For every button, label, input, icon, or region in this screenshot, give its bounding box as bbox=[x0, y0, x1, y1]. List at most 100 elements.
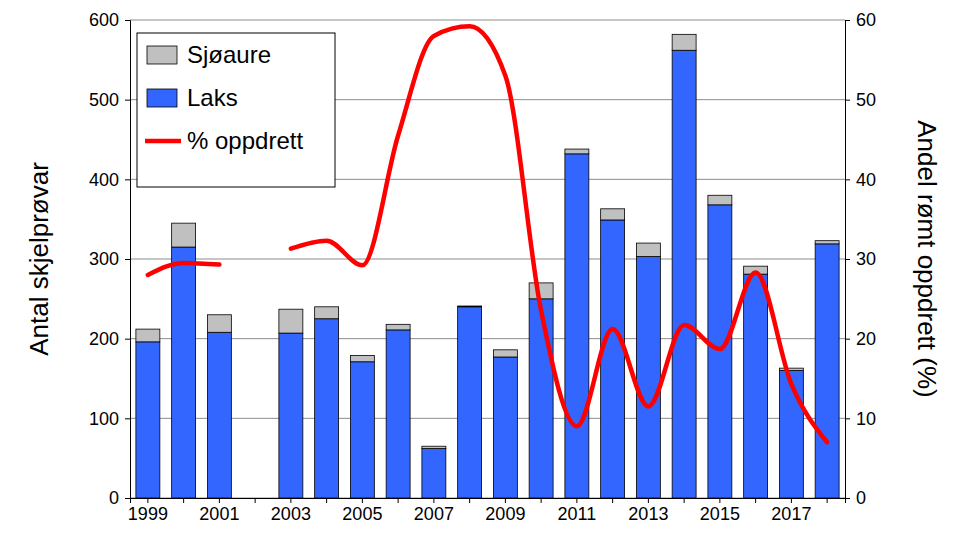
bar bbox=[493, 357, 517, 498]
bar bbox=[350, 362, 374, 498]
tick bbox=[183, 498, 184, 503]
bar bbox=[636, 243, 660, 257]
bar bbox=[136, 342, 160, 498]
tick: 2005 bbox=[342, 498, 382, 524]
tick-label: 300 bbox=[89, 249, 119, 269]
tick bbox=[755, 498, 756, 503]
tick-mark bbox=[719, 498, 720, 503]
plot-area bbox=[136, 26, 839, 498]
bar bbox=[207, 315, 231, 333]
bar bbox=[601, 209, 625, 220]
tick bbox=[326, 498, 327, 503]
grid-line bbox=[130, 338, 845, 339]
tick: 200 bbox=[89, 329, 130, 349]
tick-mark bbox=[362, 498, 363, 503]
tick: 2015 bbox=[700, 498, 740, 524]
tick-mark bbox=[219, 498, 220, 503]
tick-mark bbox=[125, 418, 130, 419]
tick-label: 2001 bbox=[199, 504, 239, 524]
tick-label: 100 bbox=[89, 409, 119, 429]
tick-label: 0 bbox=[856, 488, 866, 508]
axis-line bbox=[131, 499, 846, 504]
bar bbox=[422, 449, 446, 498]
tick bbox=[469, 498, 470, 503]
bar bbox=[744, 274, 768, 498]
legend-label: Sjøaure bbox=[187, 41, 271, 68]
bar bbox=[172, 247, 196, 498]
legend-label: Laks bbox=[187, 84, 238, 111]
tick-mark bbox=[845, 259, 850, 260]
tick: 2017 bbox=[771, 498, 811, 524]
tick-label: 2003 bbox=[271, 504, 311, 524]
tick-mark bbox=[845, 20, 850, 21]
tick: 2011 bbox=[558, 498, 597, 524]
tick: 1999 bbox=[128, 498, 168, 524]
tick: 60 bbox=[845, 10, 876, 30]
tick: 50 bbox=[845, 90, 876, 110]
tick-label: 0 bbox=[109, 488, 119, 508]
tick-label: 20 bbox=[856, 329, 876, 349]
tick: 400 bbox=[89, 170, 130, 190]
tick-mark bbox=[827, 498, 828, 503]
bar bbox=[207, 332, 231, 498]
bar bbox=[529, 299, 553, 498]
tick-label: 10 bbox=[856, 409, 876, 429]
tick-label: 1999 bbox=[128, 504, 168, 524]
tick bbox=[398, 498, 399, 503]
tick-mark bbox=[541, 498, 542, 503]
tick-label: 40 bbox=[856, 170, 876, 190]
tick-mark bbox=[147, 498, 148, 503]
bar bbox=[672, 34, 696, 50]
tick: 0 bbox=[109, 488, 130, 508]
tick-mark bbox=[648, 498, 649, 503]
bar bbox=[458, 306, 482, 308]
bar bbox=[136, 329, 160, 342]
bar bbox=[815, 241, 839, 244]
tick: 100 bbox=[89, 409, 130, 429]
axis-line bbox=[846, 21, 851, 499]
y2-axis: 0 10 20 30 40 50 60 bbox=[845, 10, 876, 508]
tick-mark bbox=[755, 498, 756, 503]
tick: 30 bbox=[845, 249, 876, 269]
y2-axis-title: Andel rømt oppdrett (%) bbox=[912, 120, 942, 397]
tick: 2007 bbox=[414, 498, 454, 524]
grid-line bbox=[130, 418, 845, 419]
grid bbox=[130, 20, 845, 498]
bar bbox=[529, 283, 553, 299]
grid-line bbox=[130, 259, 845, 260]
tick: 40 bbox=[845, 170, 876, 190]
tick bbox=[684, 498, 685, 503]
tick-mark bbox=[125, 259, 130, 260]
tick-label: 200 bbox=[89, 329, 119, 349]
bar bbox=[172, 223, 196, 247]
tick-mark bbox=[125, 498, 130, 499]
tick: 0 bbox=[845, 488, 866, 508]
tick-label: 2009 bbox=[485, 504, 525, 524]
legend: Sjøaure Laks % oppdrett bbox=[137, 33, 335, 187]
bar bbox=[422, 446, 446, 448]
tick-mark bbox=[505, 498, 506, 503]
tick-mark bbox=[684, 498, 685, 503]
tick-mark bbox=[125, 100, 130, 101]
legend-swatch bbox=[147, 46, 177, 64]
tick-label: 2007 bbox=[414, 504, 454, 524]
axis-line bbox=[125, 21, 131, 499]
bar bbox=[458, 307, 482, 498]
tick: 600 bbox=[89, 10, 130, 30]
y-axis-title: Antal skjelprøvar bbox=[24, 162, 54, 356]
tick-mark bbox=[125, 339, 130, 340]
tick-label: 2011 bbox=[558, 504, 597, 524]
tick-label: 2015 bbox=[700, 504, 740, 524]
grid-line bbox=[130, 20, 845, 21]
tick: 2009 bbox=[485, 498, 525, 524]
tick bbox=[255, 498, 256, 503]
tick-mark bbox=[398, 498, 399, 503]
tick-mark bbox=[433, 498, 434, 503]
tick-mark bbox=[469, 498, 470, 503]
bar bbox=[386, 324, 410, 330]
chart: 0100200300400500600010203040506019992001… bbox=[0, 0, 966, 547]
tick-mark bbox=[791, 498, 792, 503]
tick-label: 2017 bbox=[771, 504, 811, 524]
tick: 2003 bbox=[271, 498, 311, 524]
legend-label: % oppdrett bbox=[187, 127, 303, 154]
